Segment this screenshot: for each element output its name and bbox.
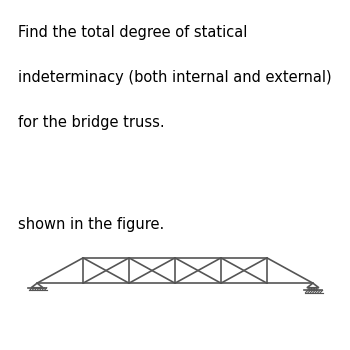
Text: for the bridge truss.: for the bridge truss. xyxy=(18,116,164,131)
Text: indeterminacy (both internal and external): indeterminacy (both internal and externa… xyxy=(18,70,331,85)
Text: Find the total degree of statical: Find the total degree of statical xyxy=(18,25,247,40)
Text: shown in the figure.: shown in the figure. xyxy=(18,217,164,232)
